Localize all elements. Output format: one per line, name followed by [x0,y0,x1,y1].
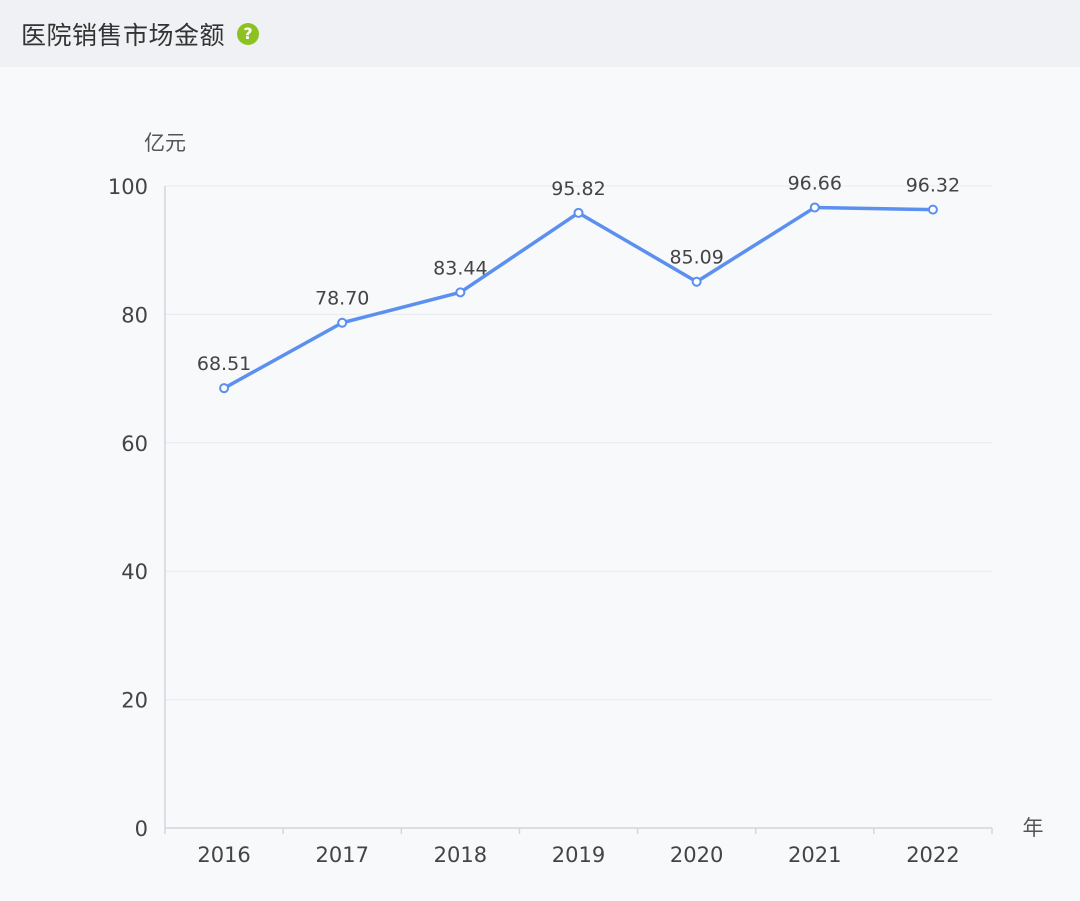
x-axis-unit: 年 [1023,816,1044,840]
y-tick-label: 0 [135,817,148,841]
data-point [573,207,584,218]
x-tick-label: 2021 [788,843,841,867]
grid-lines [165,185,992,701]
data-labels: 68.51 78.70 83.44 95.82 85.09 96.66 96.32 [197,172,960,375]
x-tick-label: 2017 [315,843,368,867]
line-chart: 0 20 40 60 80 100 2016 2017 2018 2019 2020 2021 202… [108,131,1044,867]
y-tick-label: 40 [121,560,148,584]
data-point [809,202,820,213]
data-label: 96.66 [788,172,842,194]
x-tick-label: 2016 [197,843,250,867]
chart-area: 0 20 40 60 80 100 2016 2017 2018 2019 2020 2021 202… [0,67,1080,897]
x-tick-label: 2022 [906,843,959,867]
x-tick-label: 2018 [434,843,487,867]
axes [164,186,993,834]
y-tick-label: 20 [121,689,148,713]
series-line [219,202,938,394]
data-point [691,276,702,287]
y-axis-unit: 亿元 [144,131,186,155]
data-label: 85.09 [669,247,723,269]
chart-title: 医院销售市场金额 [21,20,226,50]
x-tick-label: 2019 [552,843,605,867]
data-point [219,383,230,394]
data-label: 83.44 [433,257,487,279]
x-tick-label: 2020 [670,843,723,867]
data-point [927,204,938,215]
data-label: 78.70 [315,288,369,310]
y-tick-label: 100 [108,175,148,199]
y-tick-label: 80 [121,303,148,327]
question-circle-icon[interactable]: ? [237,22,260,45]
chart-header: 医院销售市场金额 ? [0,0,1080,67]
x-axis-ticks: 2016 2017 2018 2019 2020 2021 2022 [197,843,959,867]
data-point [455,287,466,298]
y-tick-label: 60 [121,432,148,456]
y-axis-ticks: 0 20 40 60 80 100 [108,175,148,841]
data-label: 68.51 [197,353,251,375]
data-label: 95.82 [551,178,605,200]
data-point [337,317,348,328]
data-label: 96.32 [906,175,960,197]
